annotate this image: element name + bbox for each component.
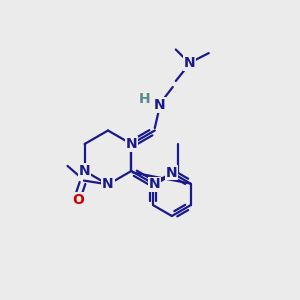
Text: N: N: [154, 98, 165, 112]
Text: N: N: [166, 166, 178, 180]
Text: N: N: [79, 164, 90, 178]
Text: N: N: [184, 56, 195, 70]
Text: N: N: [149, 178, 160, 191]
Text: N: N: [102, 178, 114, 191]
Text: H: H: [139, 92, 150, 106]
Text: O: O: [72, 193, 84, 206]
Text: N: N: [126, 137, 137, 151]
